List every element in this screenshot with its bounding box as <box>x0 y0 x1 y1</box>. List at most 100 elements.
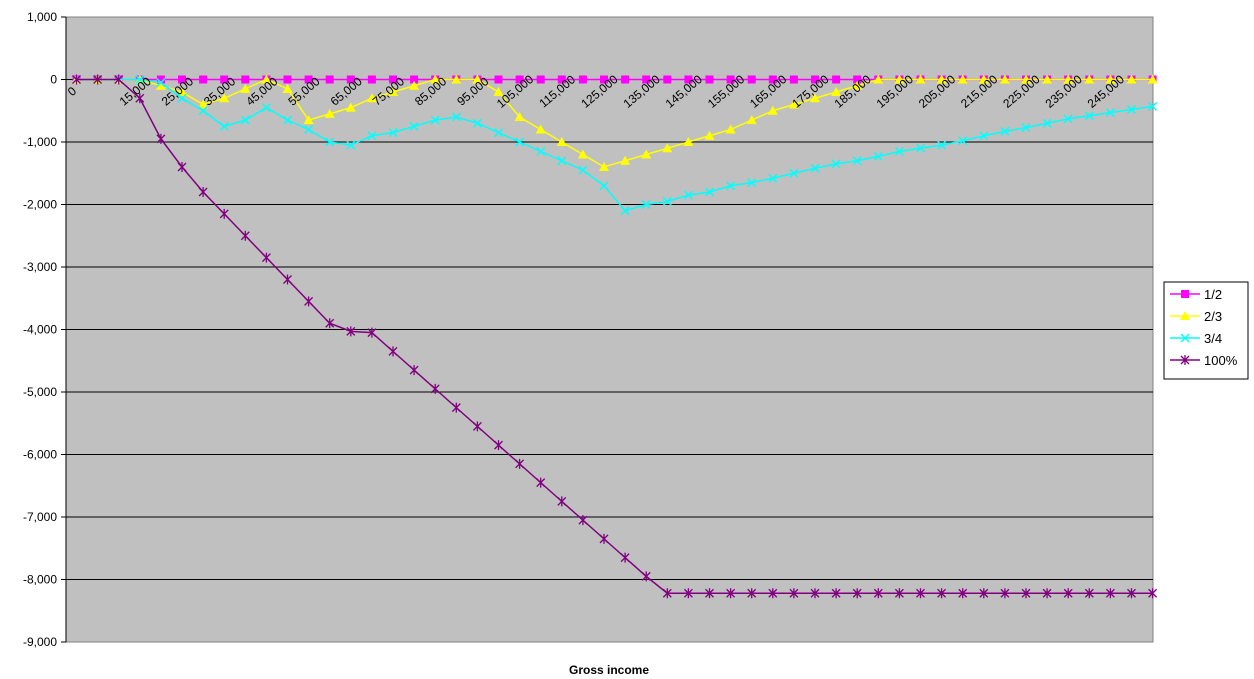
data-point <box>177 162 187 172</box>
data-point <box>979 131 989 141</box>
data-point <box>409 121 419 131</box>
data-point <box>345 102 356 112</box>
legend-label: 3/4 <box>1204 331 1222 346</box>
data-point <box>1063 74 1074 84</box>
data-point <box>768 173 778 183</box>
data-point <box>999 74 1010 84</box>
y-tick-label: -2,000 <box>23 198 57 212</box>
data-point <box>261 103 271 113</box>
data-point <box>915 74 926 84</box>
data-point <box>451 112 461 122</box>
data-point <box>304 75 313 84</box>
data-point <box>1148 588 1158 599</box>
series-line <box>76 78 1153 594</box>
data-point <box>641 199 651 210</box>
data-point <box>1105 74 1116 84</box>
data-point <box>241 75 250 84</box>
legend-entry: 100% <box>1170 353 1238 368</box>
data-point <box>746 115 757 125</box>
series-3-4 <box>71 74 1158 216</box>
data-point <box>556 137 567 146</box>
series-line <box>76 78 1153 168</box>
data-point <box>621 75 630 84</box>
legend-entry: 2/3 <box>1170 309 1222 324</box>
legend-label: 100% <box>1204 353 1238 368</box>
data-point <box>979 588 989 599</box>
data-point <box>958 136 968 146</box>
data-point <box>978 74 989 84</box>
data-point <box>726 181 736 191</box>
data-point <box>199 75 208 84</box>
data-point <box>1042 588 1052 599</box>
data-point <box>93 74 103 85</box>
data-point <box>451 402 461 413</box>
data-point <box>114 74 124 85</box>
data-point <box>388 87 398 96</box>
y-tick-label: -3,000 <box>23 260 57 274</box>
data-point <box>72 74 81 85</box>
data-point <box>641 571 651 582</box>
data-point <box>873 74 884 84</box>
data-point <box>915 143 926 153</box>
data-point <box>325 75 334 84</box>
data-point <box>220 75 229 84</box>
data-point <box>494 440 503 451</box>
legend: 1/2 2/3 3/4 100% <box>1163 281 1249 380</box>
data-point <box>283 274 292 285</box>
data-point <box>873 151 883 161</box>
data-point <box>430 115 440 125</box>
data-point <box>641 149 652 159</box>
legend-box <box>1163 281 1249 380</box>
data-point <box>957 74 968 84</box>
data-point <box>135 74 145 85</box>
data-point <box>662 143 673 153</box>
data-point <box>726 588 736 599</box>
data-point <box>1180 311 1190 320</box>
data-point <box>789 588 799 599</box>
data-point <box>198 99 209 109</box>
data-point <box>916 588 925 599</box>
data-point <box>536 75 545 84</box>
data-point <box>663 75 672 84</box>
y-axis: 1,000 0 -1,000 -2,000 -3,000 -4,000 -5,000 -6,0… <box>23 10 67 649</box>
data-point <box>704 130 715 140</box>
data-point <box>768 75 777 84</box>
data-point <box>958 588 968 599</box>
y-tick-label: -5,000 <box>23 385 57 399</box>
data-point <box>1000 588 1010 599</box>
data-point <box>472 421 482 432</box>
data-point <box>767 105 778 115</box>
data-point <box>747 588 757 599</box>
data-point <box>367 75 376 84</box>
data-point <box>683 588 693 599</box>
y-tick-label: -7,000 <box>23 510 57 524</box>
data-point <box>599 162 609 171</box>
data-point <box>683 137 694 146</box>
data-point <box>873 588 883 599</box>
data-point <box>198 106 208 116</box>
data-point <box>1127 588 1136 599</box>
data-point <box>325 137 335 147</box>
data-point <box>831 159 841 169</box>
data-point <box>367 327 377 338</box>
data-point <box>178 75 186 84</box>
data-point <box>451 74 462 84</box>
data-point <box>430 74 441 84</box>
data-point <box>1181 290 1189 298</box>
data-point <box>578 515 588 526</box>
data-point <box>409 80 420 90</box>
data-point <box>156 78 166 88</box>
data-point <box>493 128 504 138</box>
data-point <box>304 124 314 135</box>
data-point <box>1000 126 1010 136</box>
data-point <box>789 75 798 84</box>
data-point <box>662 196 672 206</box>
series-line <box>76 78 1153 212</box>
data-point <box>684 75 693 84</box>
data-point <box>240 83 251 93</box>
data-point <box>620 155 631 165</box>
data-point <box>156 75 165 84</box>
data-point <box>536 477 546 488</box>
data-point <box>832 75 841 84</box>
data-point <box>1147 74 1158 84</box>
